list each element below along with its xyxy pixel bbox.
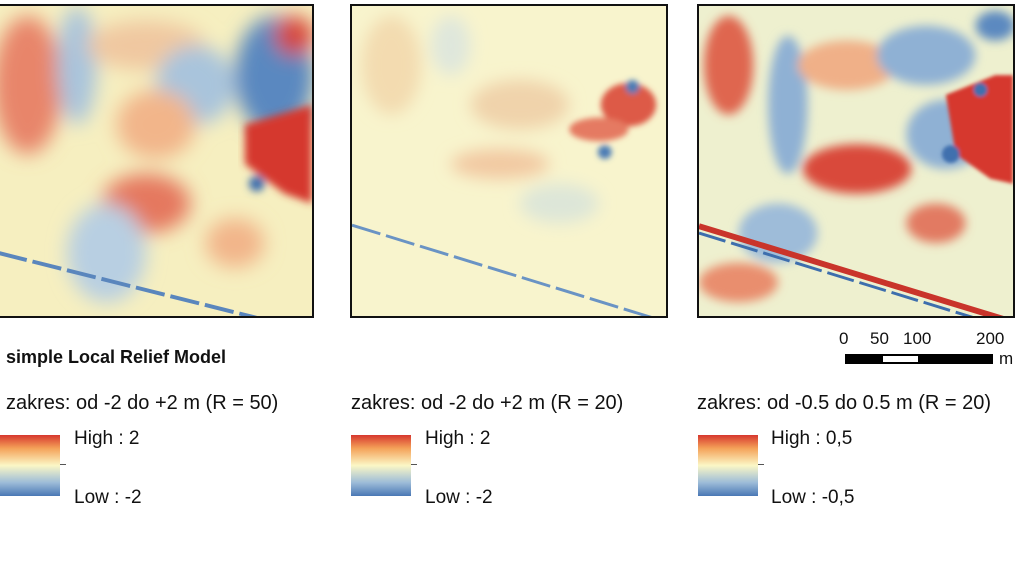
scale-label-0: 0 — [839, 329, 849, 348]
legend-high-1: High : 2 — [74, 428, 140, 449]
range-caption-3: zakres: od -0.5 do 0.5 m (R = 20) — [697, 392, 992, 414]
scale-label-200: 200 — [976, 329, 1005, 348]
legend-high-3: High : 0,5 — [771, 428, 853, 449]
scale-label-50: 50 — [870, 329, 889, 348]
scale-bar-segment — [883, 356, 918, 362]
scale-unit: m — [999, 349, 1014, 368]
scale-bar — [845, 354, 993, 364]
relief-map-r20-narrow — [699, 6, 1013, 316]
color-ramp-3 — [698, 435, 764, 496]
relief-map-r50 — [0, 6, 312, 316]
map-panel-r50 — [0, 4, 314, 318]
legend-low-3: Low : -0,5 — [771, 487, 855, 508]
legend-low-1: Low : -2 — [74, 487, 142, 508]
map-panel-r20-narrow — [697, 4, 1015, 318]
color-ramp-1 — [0, 435, 66, 496]
range-caption-1: zakres: od -2 do +2 m (R = 50) — [6, 392, 279, 414]
legend-high-2: High : 2 — [425, 428, 491, 449]
color-ramp-2 — [351, 435, 417, 496]
map-panel-r20 — [350, 4, 668, 318]
map-title: simple Local Relief Model — [6, 347, 227, 367]
scale-label-100: 100 — [903, 329, 932, 348]
relief-map-r20 — [352, 6, 666, 316]
range-caption-2: zakres: od -2 do +2 m (R = 20) — [351, 392, 624, 414]
legend-low-2: Low : -2 — [425, 487, 493, 508]
